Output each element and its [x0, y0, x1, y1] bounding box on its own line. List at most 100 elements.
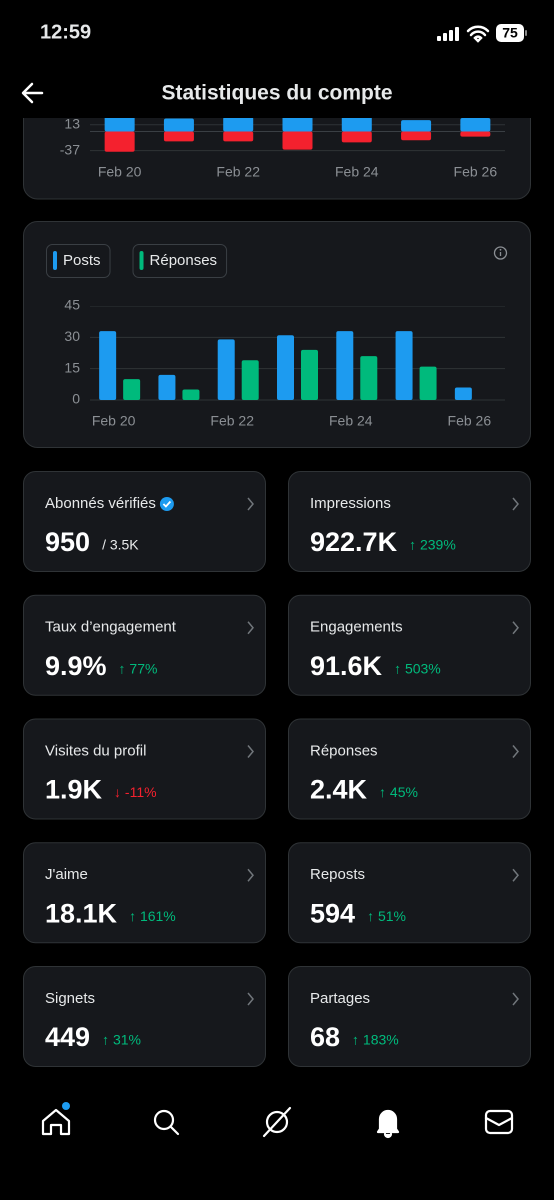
- stat-card[interactable]: [23, 594, 266, 696]
- x-tick-label: Feb 24: [335, 164, 379, 180]
- stat-total: / 3.5K: [102, 537, 139, 553]
- bar: [301, 349, 318, 400]
- battery-icon: [496, 24, 524, 42]
- header-background: [0, 0, 554, 118]
- x-tick-label: Feb 26: [448, 413, 492, 429]
- status-time: 12:59: [40, 21, 91, 43]
- y-tick-label: 13: [64, 115, 80, 131]
- nav-search[interactable]: [153, 1109, 180, 1136]
- chevron: [512, 621, 519, 635]
- signal-icon: [437, 27, 459, 41]
- nav-home[interactable]: [41, 1108, 71, 1136]
- chevron: [512, 497, 519, 511]
- verified-badge: [159, 497, 174, 511]
- stat-label: Taux d’engagement: [45, 619, 177, 636]
- back-button[interactable]: [21, 82, 44, 104]
- nav-grok[interactable]: [262, 1106, 292, 1138]
- bar: [454, 387, 472, 400]
- stat-label: Signets: [45, 990, 95, 1007]
- bar: [401, 131, 432, 141]
- stat-value: 594: [310, 898, 355, 928]
- stat-card[interactable]: [23, 966, 266, 1067]
- stat-card[interactable]: [288, 966, 531, 1067]
- legend-swatch: [53, 251, 57, 270]
- stat-change: ↑ 51%: [367, 908, 406, 924]
- bar: [163, 131, 194, 142]
- chart: [90, 118, 505, 152]
- stat-change: ↑ 45%: [379, 784, 418, 800]
- verified-check: [162, 500, 172, 508]
- x-tick-label: Feb 22: [210, 413, 254, 429]
- stat-label: Impressions: [310, 495, 391, 512]
- nav-messages[interactable]: [484, 1109, 514, 1135]
- stat-value: 91.6K: [310, 651, 383, 681]
- x-tick-label: Feb 20: [92, 413, 136, 429]
- bar: [341, 131, 372, 143]
- y-tick-label: 15: [64, 359, 80, 375]
- nav-notifications[interactable]: [376, 1109, 400, 1139]
- stat-card[interactable]: [23, 842, 266, 944]
- bar: [360, 356, 378, 400]
- chevron: [247, 621, 254, 635]
- chevron: [247, 497, 254, 511]
- chevron: [247, 992, 254, 1006]
- chevron: [247, 868, 254, 882]
- stat-value: 449: [45, 1022, 90, 1052]
- bar: [217, 339, 235, 400]
- chart: [90, 306, 505, 401]
- bar: [336, 331, 354, 400]
- bar: [182, 389, 200, 400]
- page-title: Statistiques du compte: [161, 82, 392, 105]
- legend-swatch: [139, 251, 144, 270]
- stat-card[interactable]: [288, 718, 531, 820]
- stat-card[interactable]: [23, 718, 266, 820]
- stat-card[interactable]: [288, 842, 531, 944]
- stat-value: 68: [310, 1022, 340, 1052]
- bar: [223, 131, 254, 142]
- stat-label: Visites du profil: [45, 742, 146, 759]
- y-tick-label: 45: [64, 297, 80, 313]
- stat-value: 9.9%: [45, 651, 107, 681]
- chevron: [247, 745, 254, 758]
- stat-change: ↑ 503%: [394, 660, 441, 676]
- x-tick-label: Feb 24: [329, 413, 373, 429]
- stat-label: Engagements: [310, 619, 403, 636]
- stat-card[interactable]: [23, 471, 266, 572]
- stat-value: 18.1K: [45, 898, 118, 928]
- chevron: [512, 868, 519, 882]
- stat-change: ↓ -11%: [114, 784, 157, 800]
- stat-change: ↑ 239%: [409, 537, 456, 553]
- stat-label: Réponses: [310, 742, 378, 759]
- x-tick-label: Feb 20: [98, 164, 142, 180]
- bar: [282, 131, 313, 150]
- y-tick-label: 0: [72, 391, 80, 407]
- bar: [395, 331, 413, 400]
- bar: [401, 120, 432, 132]
- bar: [277, 335, 294, 400]
- bar: [123, 379, 141, 400]
- x-tick-label: Feb 22: [216, 164, 260, 180]
- legend-label: Réponses: [150, 252, 218, 269]
- legend-chip[interactable]: [46, 244, 111, 278]
- bar: [99, 331, 117, 400]
- stat-label: Abonnés vérifiés: [45, 495, 156, 512]
- legend-chip[interactable]: [132, 244, 228, 278]
- bar: [223, 118, 254, 132]
- stat-label: Partages: [310, 990, 370, 1007]
- bar: [241, 360, 259, 400]
- stat-card[interactable]: [288, 471, 531, 572]
- info-icon[interactable]: [493, 246, 508, 260]
- stat-change: ↑ 161%: [129, 908, 176, 924]
- stat-card[interactable]: [288, 594, 531, 696]
- stat-cards: Abonnés vérifiés 950 / 3.5K Impressions 922.…: [23, 471, 531, 1067]
- stat-change: ↑ 77%: [119, 660, 158, 676]
- chevron: [512, 745, 519, 758]
- stat-change: ↑ 183%: [352, 1032, 399, 1048]
- bar: [282, 118, 313, 132]
- chevron: [512, 992, 519, 1006]
- charts: -37 13 Feb 20 Feb 22 Feb 24 Feb 26 0 15 30 45 Feb …: [46, 115, 505, 429]
- bar: [158, 374, 176, 400]
- bar: [104, 118, 135, 132]
